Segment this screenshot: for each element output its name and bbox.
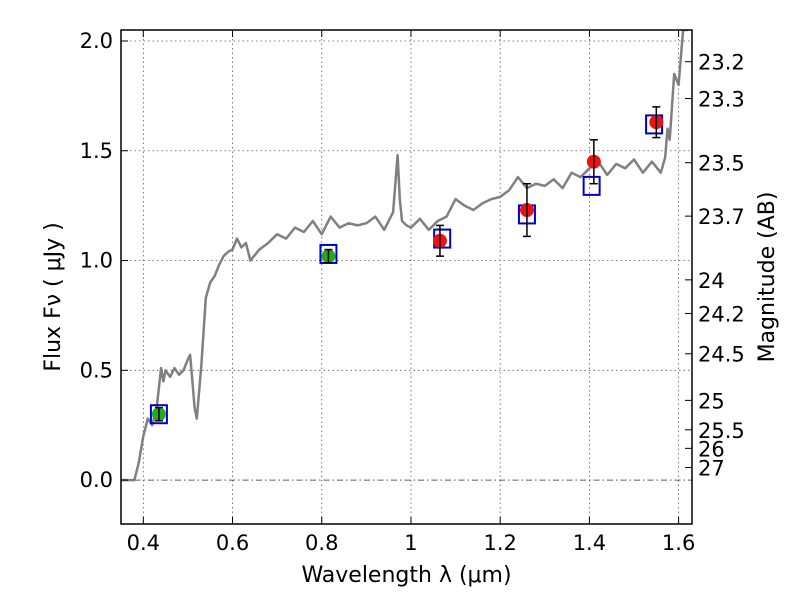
x-tick-label: 0.8 [305, 531, 338, 555]
y-tick-label: 1.5 [80, 139, 113, 163]
magnitude-tick-label: 23.3 [698, 88, 745, 112]
y-axis-title: Flux Fν ( μJy ) [41, 222, 66, 371]
magnitude-tick-label: 25 [698, 389, 725, 413]
magnitude-tick-label: 24.5 [698, 343, 745, 367]
series-3 [432, 106, 664, 257]
data-layer [121, 30, 688, 482]
y-tick-label: 0.0 [80, 468, 113, 492]
magnitude-tick-label: 23.5 [698, 152, 745, 176]
y-tick-label: 0.5 [80, 358, 113, 382]
magnitude-tick-label: 26 [698, 437, 725, 461]
x-axis-title: Wavelength λ (μm) [301, 563, 511, 588]
x-tick-label: 1.6 [662, 531, 695, 555]
magnitude-tick-label: 25.5 [698, 419, 745, 443]
x-tick-label: 1 [404, 531, 417, 555]
y-tick-label: 2.0 [80, 29, 113, 53]
magnitude-tick-label: 23.2 [698, 51, 745, 75]
magnitude-axis-title: Magnitude (AB) [755, 192, 780, 363]
magnitude-tick-label: 23.7 [698, 205, 745, 229]
plot-frame [120, 29, 693, 525]
series-0 [121, 30, 688, 482]
series-2 [151, 248, 336, 422]
x-tick-label: 0.6 [216, 531, 249, 555]
sed-model-line [121, 30, 688, 482]
model-flux-square [149, 404, 168, 425]
series-1 [149, 114, 664, 425]
magnitude-tick-label: 27 [698, 456, 725, 480]
magnitude-tick-label: 24.2 [698, 303, 745, 327]
x-tick-label: 1.2 [483, 531, 516, 555]
x-tick-label: 0.4 [127, 531, 160, 555]
y-tick-label: 1.0 [80, 249, 113, 273]
magnitude-tick-label: 24 [698, 269, 725, 293]
x-tick-label: 1.4 [573, 531, 606, 555]
tick-layer: 0.4 0.6 0.8 1 1.2 1.4 1.6 0.0 0.5 1.0 1.5 2.0 23.2 23… [80, 29, 745, 555]
model-flux-square [582, 175, 601, 196]
grid-layer [121, 30, 692, 524]
